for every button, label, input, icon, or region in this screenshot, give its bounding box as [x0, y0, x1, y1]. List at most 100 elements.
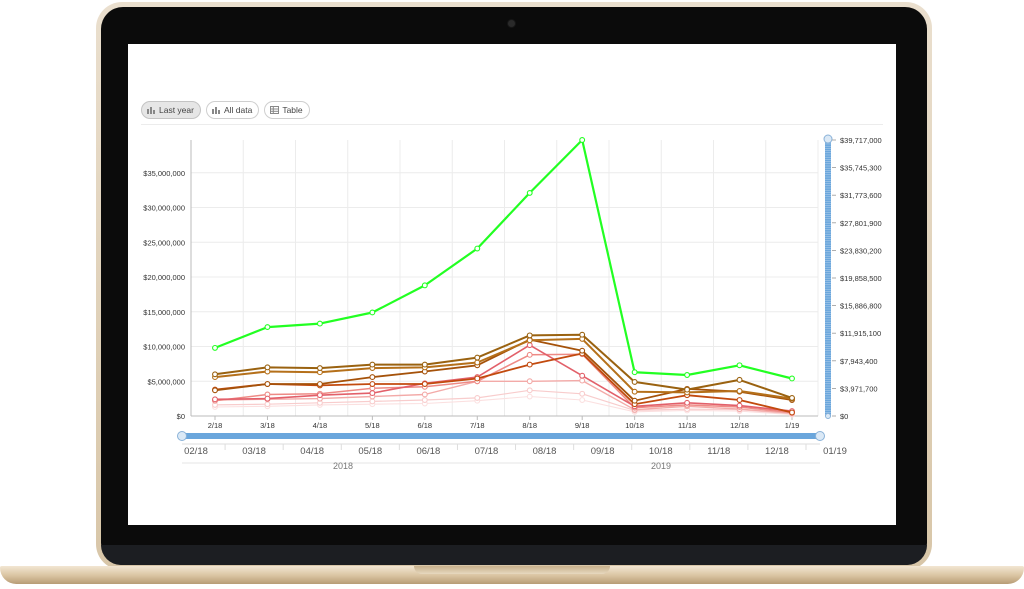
right-tick-label: $0	[840, 412, 848, 421]
series-line	[214, 138, 793, 380]
data-point	[369, 374, 376, 381]
data-point	[579, 347, 586, 354]
data-point	[789, 375, 795, 382]
data-point	[474, 359, 481, 366]
series-group	[212, 387, 795, 417]
x-tick-label: 7/18	[470, 421, 485, 430]
series-line	[214, 395, 793, 416]
data-point	[631, 388, 638, 395]
navigator-tick-label: 12/18	[765, 446, 789, 457]
data-point	[736, 376, 743, 383]
navigator-tick-label: 02/18	[184, 446, 208, 457]
navigator-handle-left	[177, 431, 187, 441]
y-tick-label: $30,000,000	[143, 204, 185, 213]
y-tick-label: $5,000,000	[147, 377, 185, 386]
app-screen: Last year All data Table $0 $5,000,000 $10…	[128, 44, 896, 525]
series-line	[214, 379, 793, 414]
table-icon	[270, 106, 280, 114]
laptop-notch	[414, 566, 610, 574]
y-tick-label: $20,000,000	[143, 273, 185, 282]
data-point	[736, 362, 743, 369]
navigator-year-label: 2019	[651, 461, 671, 471]
data-point	[526, 387, 533, 394]
series-group	[212, 335, 795, 402]
navigator-year-label: 2018	[333, 461, 353, 471]
x-tick-label: 8/18	[522, 421, 537, 430]
data-point	[264, 395, 271, 402]
series-line	[214, 389, 793, 415]
data-point	[212, 387, 218, 394]
tab-table[interactable]: Table	[264, 101, 310, 119]
navigator-tick-label: 11/18	[707, 446, 730, 457]
camera-icon	[508, 20, 515, 27]
data-point	[526, 351, 533, 358]
laptop-base	[0, 566, 1024, 584]
x-tick-label: 12/18	[730, 421, 749, 430]
navigator-tick-label: 10/18	[649, 446, 673, 457]
data-point	[579, 390, 586, 397]
data-point	[421, 397, 428, 403]
x-tick-label: 5/18	[365, 421, 380, 430]
x-tick-label: 1/19	[785, 421, 800, 430]
navigator-tick-label: 07/18	[475, 446, 499, 457]
data-point	[212, 371, 218, 378]
right-tick-label: $39,717,000	[840, 136, 882, 145]
data-point	[264, 324, 271, 331]
data-point	[684, 386, 691, 393]
data-point	[789, 394, 795, 401]
data-point	[369, 361, 376, 368]
tab-all-data[interactable]: All data	[205, 101, 260, 119]
navigator-tick-label: 01/19	[823, 446, 847, 457]
data-point	[736, 388, 743, 394]
data-point	[369, 390, 376, 397]
navigator-tick-label: 09/18	[591, 446, 615, 457]
right-tick-label: $3,971,700	[840, 384, 878, 393]
tab-label: All data	[223, 105, 253, 115]
tab-label: Last year	[159, 105, 194, 115]
data-point	[526, 361, 533, 368]
toolbar-divider	[141, 124, 883, 125]
data-point	[579, 377, 586, 384]
series-line	[214, 333, 793, 399]
tab-label: Table	[282, 105, 303, 115]
x-tick-label: 3/18	[260, 421, 275, 430]
right-tick-label: $7,943,400	[840, 357, 878, 366]
data-point	[474, 354, 481, 361]
data-point	[579, 331, 586, 338]
data-point	[474, 375, 481, 382]
range-tabs: Last year All data Table	[141, 101, 310, 119]
x-tick-label: 4/18	[313, 421, 328, 430]
right-scale-handle-bottom	[825, 413, 831, 419]
data-point	[369, 398, 376, 405]
data-point	[212, 396, 218, 403]
data-point	[631, 397, 638, 404]
data-point	[474, 394, 481, 401]
series-group	[212, 137, 795, 382]
x-tick-label: 6/18	[418, 421, 433, 430]
data-point	[316, 320, 323, 327]
navigator-handle-right	[815, 431, 825, 441]
right-tick-label: $31,773,600	[840, 191, 882, 200]
data-point	[369, 381, 376, 387]
series-line	[214, 337, 793, 400]
data-point	[526, 337, 533, 344]
data-point	[631, 369, 638, 376]
right-tick-label: $23,830,200	[840, 246, 882, 255]
data-point	[736, 397, 743, 403]
navigator-track	[182, 433, 820, 439]
navigator-tick-label: 04/18	[300, 446, 324, 457]
data-point	[684, 399, 691, 406]
data-point	[316, 365, 323, 372]
data-point	[369, 309, 376, 316]
tab-last-year[interactable]: Last year	[141, 101, 201, 119]
bar-chart-icon	[147, 106, 156, 114]
data-point	[264, 401, 271, 408]
data-point	[526, 342, 533, 349]
right-tick-label: $15,886,800	[840, 302, 882, 311]
data-point	[526, 189, 533, 196]
data-point	[212, 344, 218, 351]
data-point	[736, 402, 743, 409]
x-tick-label: 11/18	[678, 421, 696, 430]
y-tick-label: $35,000,000	[143, 169, 185, 178]
data-point	[526, 393, 533, 400]
